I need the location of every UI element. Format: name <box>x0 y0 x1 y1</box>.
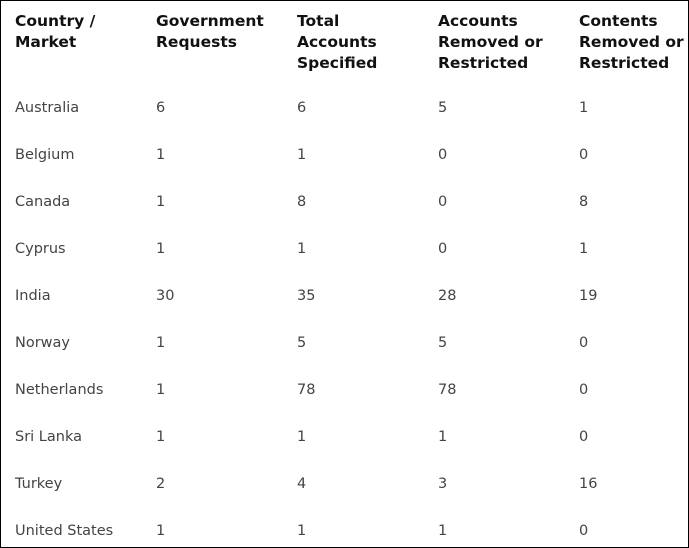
table-cell: 19 <box>579 288 598 304</box>
row-label: India <box>15 288 51 304</box>
table-cell: 0 <box>438 241 448 257</box>
table-cell: 1 <box>438 429 448 445</box>
table-cell: 0 <box>579 382 589 398</box>
table-cell: 1 <box>579 241 589 257</box>
table-cell: 0 <box>579 147 589 163</box>
header-cell: Specified <box>297 54 378 72</box>
header-cell: Contents <box>579 12 658 30</box>
table-cell: 0 <box>579 429 589 445</box>
table-cell: 2 <box>156 476 166 492</box>
header-cell: Restricted <box>438 54 529 72</box>
row-label: Sri Lanka <box>15 429 82 445</box>
table-cell: 5 <box>438 335 448 351</box>
table-cell: 78 <box>438 382 457 398</box>
table-cell: 1 <box>156 335 166 351</box>
table-cell: 16 <box>579 476 598 492</box>
table-cell: 1 <box>156 523 166 539</box>
table-cell: 0 <box>579 335 589 351</box>
header-cell: Requests <box>156 33 237 51</box>
table-cell: 0 <box>438 147 448 163</box>
table-cell: 1 <box>156 382 166 398</box>
row-label: Australia <box>15 100 80 116</box>
row-label: United States <box>15 523 114 539</box>
header-cell: Government <box>156 12 264 30</box>
table-cell: 35 <box>297 288 316 304</box>
header-cell: Restricted <box>579 54 670 72</box>
table-cell: 1 <box>297 523 307 539</box>
table-cell: 1 <box>297 241 307 257</box>
header-cell: Total <box>297 12 340 30</box>
table-cell: 6 <box>297 100 307 116</box>
table-cell: 4 <box>297 476 307 492</box>
table-cell: 28 <box>438 288 457 304</box>
row-label: Norway <box>15 335 71 351</box>
row-label: Netherlands <box>15 382 104 398</box>
header-cell: Market <box>15 33 77 51</box>
header-cell: Accounts <box>297 33 377 51</box>
table-cell: 1 <box>579 100 589 116</box>
table-cell: 1 <box>297 429 307 445</box>
table-cell: 3 <box>438 476 448 492</box>
table-cell: 1 <box>297 147 307 163</box>
table-cell: 1 <box>156 429 166 445</box>
row-label: Cyprus <box>15 241 66 257</box>
header-cell: Removed or <box>438 33 543 51</box>
header-cell: Removed or <box>579 33 684 51</box>
table-cell: 0 <box>579 523 589 539</box>
row-label: Canada <box>15 194 71 210</box>
table-cell: 1 <box>156 147 166 163</box>
table-cell: 5 <box>438 100 448 116</box>
table-cell: 78 <box>297 382 316 398</box>
table-cell: 1 <box>156 194 166 210</box>
table-cell: 5 <box>297 335 307 351</box>
header-cell: Country / <box>15 12 96 30</box>
header-cell: Accounts <box>438 12 518 30</box>
table-cell: 30 <box>156 288 175 304</box>
table-cell: 6 <box>156 100 166 116</box>
row-label: Turkey <box>15 476 63 492</box>
table-cell: 8 <box>297 194 307 210</box>
table-cell: 8 <box>579 194 589 210</box>
table-cell: 1 <box>438 523 448 539</box>
table-cell: 0 <box>438 194 448 210</box>
table-cell: 1 <box>156 241 166 257</box>
row-label: Belgium <box>15 147 75 163</box>
